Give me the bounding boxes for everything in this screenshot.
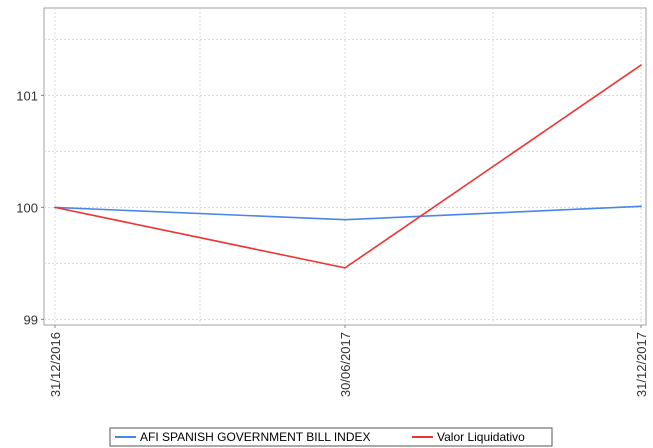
legend-label-valor: Valor Liquidativo [437, 430, 525, 444]
gridlines [44, 8, 646, 325]
legend: AFI SPANISH GOVERNMENT BILL INDEX Valor … [109, 427, 553, 447]
series-point-1 [54, 206, 56, 209]
y-tick-label: 99 [24, 312, 38, 327]
series-point-1 [640, 64, 642, 66]
series-point-0 [640, 205, 642, 208]
x-tick-label: 31/12/2017 [634, 332, 649, 397]
y-axis: 99 100 101 [16, 88, 44, 327]
legend-box [109, 427, 553, 447]
x-tick-label: 31/12/2016 [48, 332, 63, 397]
x-tick-label: 30/06/2017 [338, 332, 353, 397]
series-point-0 [344, 218, 346, 221]
series-point-1 [344, 267, 346, 269]
legend-label-afi: AFI SPANISH GOVERNMENT BILL INDEX [140, 430, 371, 444]
y-tick-label: 100 [16, 200, 38, 215]
x-axis: 31/12/2016 30/06/2017 31/12/2017 [48, 325, 649, 397]
y-tick-label: 101 [16, 88, 38, 103]
series-layer [54, 64, 642, 269]
